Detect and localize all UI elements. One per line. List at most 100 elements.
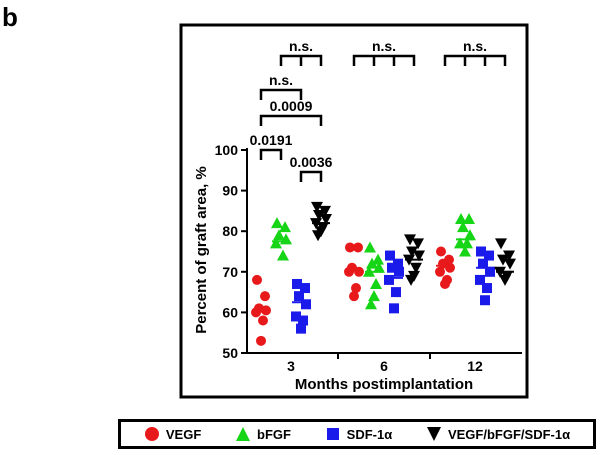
data-point bbox=[344, 266, 354, 277]
data-point bbox=[354, 266, 364, 277]
data-point bbox=[298, 315, 308, 326]
data-point bbox=[484, 250, 494, 261]
legend-item-vegf: VEGF bbox=[144, 426, 201, 442]
data-point bbox=[435, 266, 445, 277]
figure-frame bbox=[179, 23, 529, 399]
data-point bbox=[495, 238, 507, 250]
data-point bbox=[475, 274, 485, 285]
data-point bbox=[370, 277, 382, 289]
legend-label: VEGF bbox=[165, 426, 202, 442]
data-point bbox=[368, 290, 380, 302]
data-point bbox=[455, 213, 467, 225]
legend: VEGF bFGF SDF-1α VEGF/bFGF/SDF-1α bbox=[118, 419, 596, 449]
data-point bbox=[258, 315, 268, 326]
significance-bracket bbox=[279, 54, 323, 66]
p-value-label: n.s. bbox=[269, 72, 293, 88]
significance-bracket bbox=[259, 88, 303, 100]
data-point bbox=[413, 250, 425, 262]
data-point bbox=[393, 258, 403, 269]
data-point bbox=[394, 266, 404, 277]
data-point bbox=[457, 221, 469, 233]
y-tick-label: 100 bbox=[215, 142, 239, 158]
legend-item-bfgf: bFGF bbox=[235, 426, 291, 442]
data-point bbox=[372, 253, 384, 265]
x-tick-label: 6 bbox=[380, 358, 388, 374]
data-point bbox=[436, 246, 446, 257]
data-point bbox=[365, 298, 377, 310]
data-point bbox=[294, 291, 304, 302]
data-point bbox=[445, 262, 455, 273]
data-point bbox=[387, 262, 397, 273]
data-point bbox=[373, 261, 385, 273]
data-point bbox=[412, 238, 424, 250]
p-value-label: n.s. bbox=[289, 38, 313, 54]
data-point bbox=[271, 217, 283, 229]
data-point bbox=[291, 311, 301, 322]
data-point bbox=[485, 266, 495, 277]
data-point bbox=[251, 307, 261, 318]
data-point bbox=[480, 295, 490, 306]
y-tick-label: 70 bbox=[222, 264, 238, 280]
legend-label: SDF-1α bbox=[346, 426, 393, 442]
significance-brackets: 0.0191 0.0036 0.0009 n.s. n.s. n.s. n.s. bbox=[250, 38, 507, 182]
data-point bbox=[404, 234, 416, 246]
data-point bbox=[482, 283, 492, 294]
data-point bbox=[256, 335, 266, 346]
data-point bbox=[499, 274, 511, 286]
data-point bbox=[384, 274, 394, 285]
y-tick-label: 50 bbox=[222, 345, 238, 361]
data-point bbox=[312, 230, 324, 242]
data-point bbox=[405, 274, 417, 286]
chart: 50 60 70 80 90 100 3 6 12 0.0191 0.0036 0.0009 n.s.… bbox=[179, 23, 529, 399]
red-circle-icon bbox=[144, 427, 159, 441]
data-point bbox=[351, 283, 361, 294]
data-point bbox=[260, 291, 270, 302]
y-tick-label: 60 bbox=[222, 304, 238, 320]
data-point bbox=[277, 249, 289, 261]
data-point bbox=[391, 287, 401, 298]
blue-square-icon bbox=[326, 428, 339, 440]
data-point bbox=[270, 237, 282, 249]
data-point bbox=[301, 299, 311, 310]
data-point bbox=[311, 201, 323, 213]
x-axis-label: Months postimplantation bbox=[295, 376, 473, 393]
data-point bbox=[497, 254, 509, 266]
p-value-label: 0.0191 bbox=[250, 132, 293, 148]
significance-bracket bbox=[259, 148, 283, 160]
axes: 50 60 70 80 90 100 3 6 12 bbox=[215, 142, 522, 374]
data-point bbox=[476, 246, 486, 257]
data-point bbox=[296, 323, 306, 334]
significance-bracket bbox=[259, 114, 323, 126]
data-marks bbox=[251, 201, 516, 346]
significance-bracket bbox=[299, 170, 323, 182]
data-point bbox=[292, 278, 302, 289]
data-point bbox=[461, 237, 473, 249]
data-point bbox=[406, 246, 418, 258]
data-point bbox=[410, 262, 422, 274]
data-point bbox=[389, 303, 399, 314]
legend-label: bFGF bbox=[257, 426, 291, 442]
green-triangle-icon bbox=[236, 427, 250, 441]
data-point bbox=[504, 258, 516, 270]
data-point bbox=[503, 250, 515, 262]
p-value-label: 0.0009 bbox=[270, 98, 313, 114]
p-value-label: n.s. bbox=[372, 38, 396, 54]
data-point bbox=[463, 213, 475, 225]
legend-item-sdf: SDF-1α bbox=[325, 426, 393, 442]
data-point bbox=[300, 283, 310, 294]
panel-label: b bbox=[2, 2, 18, 32]
legend-label: VEGF/bFGF/SDF-1α bbox=[447, 426, 571, 442]
y-tick-label: 80 bbox=[222, 223, 238, 239]
p-value-label: 0.0036 bbox=[290, 154, 333, 170]
data-point bbox=[353, 242, 363, 253]
data-point bbox=[345, 242, 355, 253]
data-point bbox=[279, 221, 291, 233]
data-point bbox=[459, 245, 471, 257]
y-tick-label: 90 bbox=[222, 183, 238, 199]
legend-item-combo: VEGF/bFGF/SDF-1α bbox=[426, 426, 570, 442]
y-axis-label: Percent of graft area, % bbox=[193, 166, 210, 334]
significance-bracket bbox=[443, 54, 507, 66]
data-point bbox=[440, 278, 450, 289]
data-point bbox=[364, 241, 376, 253]
data-point bbox=[319, 205, 331, 217]
